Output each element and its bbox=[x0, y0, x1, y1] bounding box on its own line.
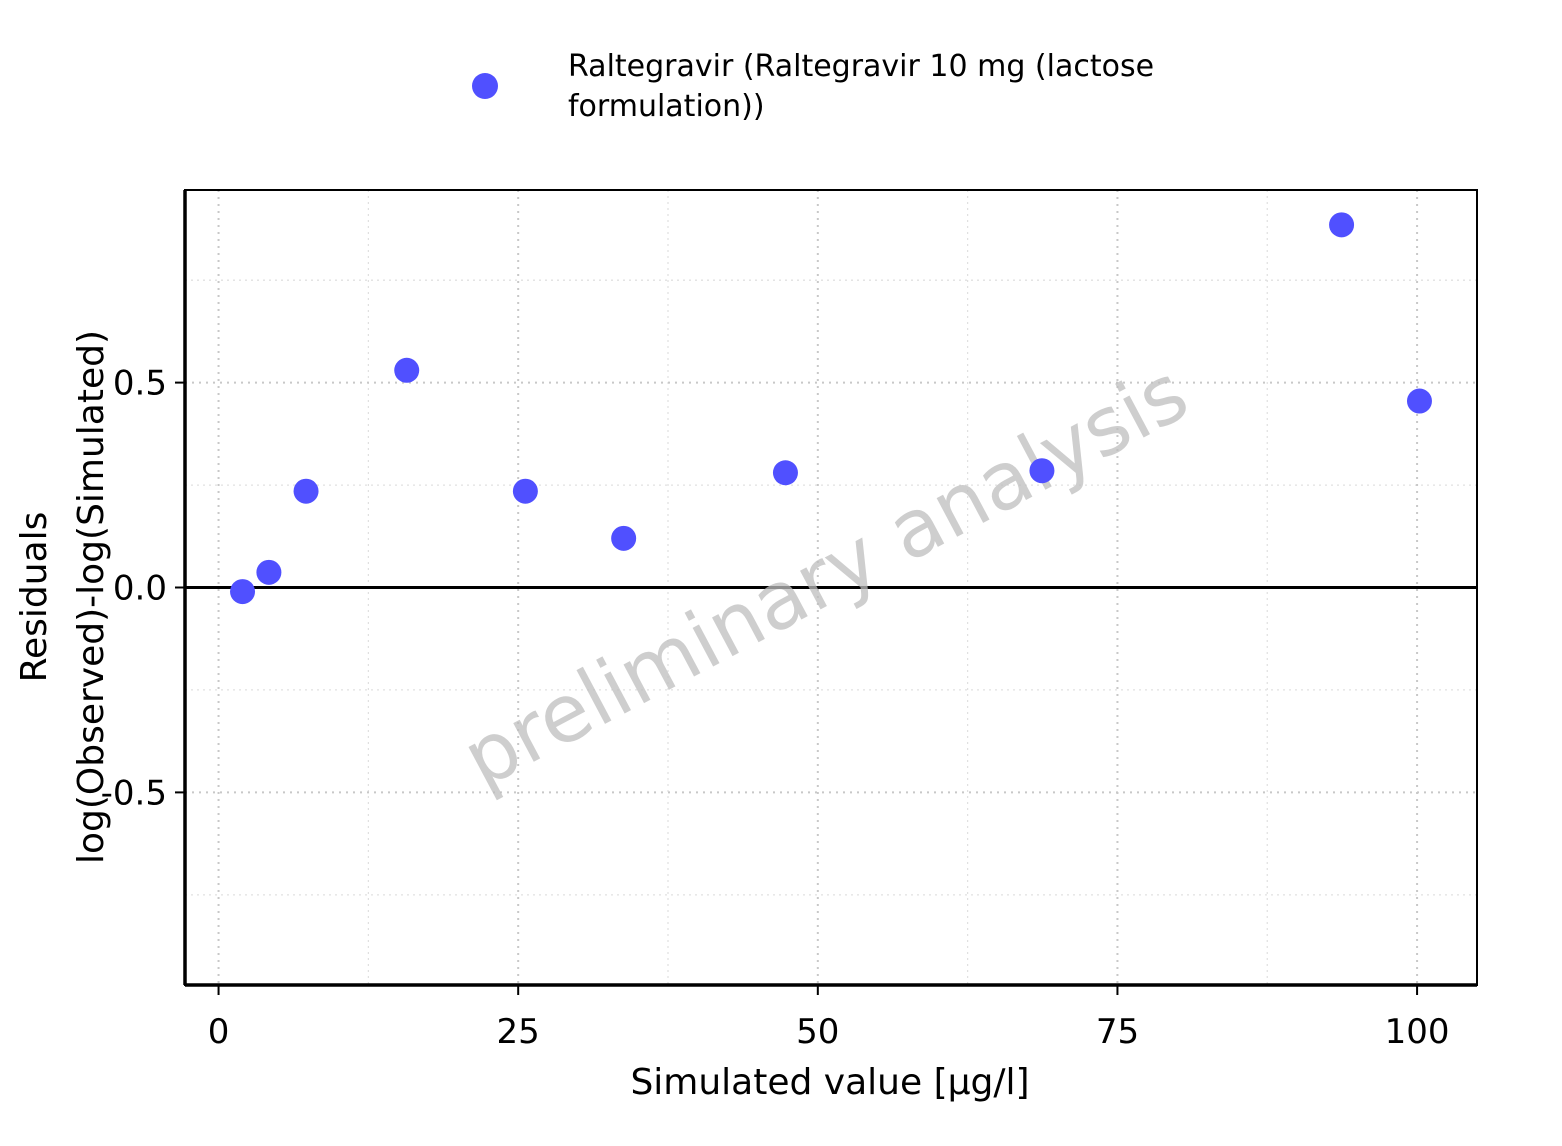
legend-label-line-1: Raltegravir (Raltegravir 10 mg (lactose bbox=[568, 49, 1154, 84]
y-axis-title-line-2: log(Observed)-log(Simulated) bbox=[71, 330, 112, 864]
data-point bbox=[1329, 212, 1355, 238]
x-tick-label: 50 bbox=[796, 1012, 839, 1052]
data-point bbox=[512, 478, 538, 504]
data-point bbox=[611, 525, 637, 551]
x-tick-label: 0 bbox=[208, 1012, 230, 1052]
y-tick-label: -0.5 bbox=[101, 773, 167, 813]
x-tick-label: 25 bbox=[497, 1012, 540, 1052]
data-point bbox=[772, 460, 798, 486]
data-point bbox=[1406, 388, 1432, 414]
data-point bbox=[1029, 458, 1055, 484]
data-points bbox=[230, 212, 1432, 605]
y-tick-label: 0.0 bbox=[113, 569, 167, 609]
x-axis-title: Simulated value [µg/l] bbox=[630, 1062, 1029, 1103]
data-point bbox=[256, 559, 282, 585]
y-axis-title-line-1: Residuals bbox=[14, 512, 55, 683]
data-point bbox=[230, 579, 256, 605]
data-point bbox=[293, 478, 319, 504]
legend: Raltegravir (Raltegravir 10 mg (lactose … bbox=[472, 49, 1154, 124]
legend-marker bbox=[472, 73, 498, 99]
legend-label-line-2: formulation)) bbox=[568, 89, 765, 124]
data-point bbox=[394, 357, 420, 383]
y-axis-ticks: -0.5 0.0 0.5 bbox=[101, 364, 185, 813]
x-tick-label: 100 bbox=[1385, 1012, 1450, 1052]
x-axis-ticks: 0 25 50 75 100 bbox=[208, 985, 1450, 1052]
y-tick-label: 0.5 bbox=[113, 364, 167, 404]
x-tick-label: 75 bbox=[1096, 1012, 1139, 1052]
